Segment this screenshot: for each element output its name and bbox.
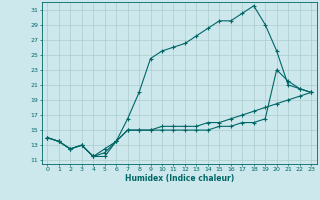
X-axis label: Humidex (Indice chaleur): Humidex (Indice chaleur) [124,174,234,183]
